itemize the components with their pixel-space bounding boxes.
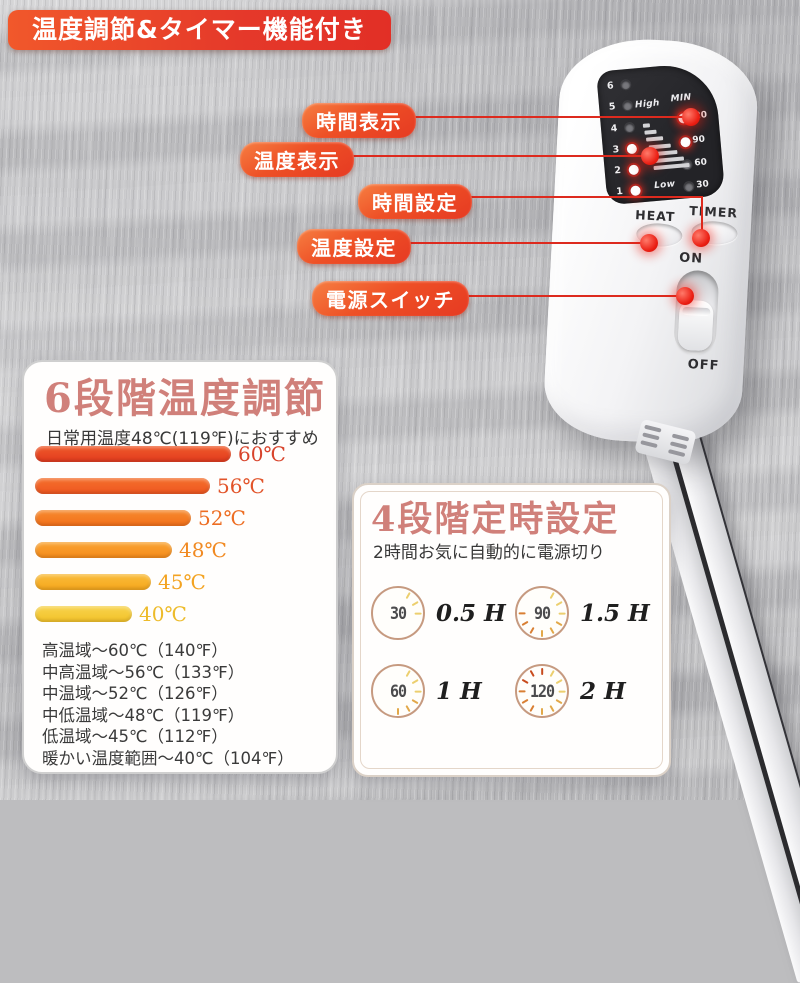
- heat-level-led: [626, 143, 638, 155]
- temp-bar: [35, 510, 191, 526]
- temp-bar: [35, 574, 151, 590]
- temp-bar: [35, 478, 210, 494]
- temp-range-note: 高温域〜60℃（140℉）: [42, 641, 228, 660]
- timer-dial-minutes: 60: [389, 680, 407, 702]
- temp-bar-row: 52℃: [35, 506, 325, 530]
- temp-bar: [35, 606, 132, 622]
- timer-dial-icon: 90: [515, 586, 569, 640]
- timer-mark-number: 90: [691, 134, 706, 146]
- timer-dial-minutes: 90: [533, 602, 551, 624]
- callout-line-temp-display: [347, 155, 647, 157]
- timer-dial-icon: 120: [515, 664, 569, 718]
- dial-tick: [541, 707, 544, 715]
- temp-range-notes: 高温域〜60℃（140℉） 中高温域〜56℃（133℉） 中温域〜52℃（126℉）…: [42, 640, 294, 769]
- dial-tick: [541, 629, 544, 637]
- temperature-levels-card: 6段階温度調節 日常用温度48℃(119℉)におすすめ 60℃ 56℃ 52℃ 48℃…: [22, 360, 338, 774]
- timer-option-hours: 1 H: [436, 677, 482, 705]
- callout-line-time-setting-drop: [701, 196, 703, 238]
- callout-time-setting: 時間設定: [358, 184, 472, 219]
- temp-card-subtitle: 日常用温度48℃(119℉)におすすめ: [46, 429, 319, 449]
- heat-level-number: 4: [610, 123, 618, 135]
- on-label: ON: [678, 250, 704, 267]
- timer-option-hours: 0.5 H: [436, 599, 506, 627]
- heat-level-led: [624, 122, 635, 133]
- timer-button-label: TIMER: [688, 202, 739, 221]
- temp-bar: [35, 446, 231, 462]
- heat-level-led: [630, 185, 641, 197]
- timer-dial-icon: 30: [371, 586, 425, 640]
- temp-bar-label: 40℃: [139, 602, 187, 626]
- timer-dial-minutes: 120: [529, 680, 555, 702]
- temp-bar-label: 48℃: [179, 538, 227, 562]
- dot-temp-display: [641, 147, 659, 165]
- dot-time-display: [682, 108, 700, 126]
- temp-bar-label: 56℃: [217, 474, 265, 498]
- timer-card-title: 4段階定時設定: [371, 499, 620, 540]
- timer-option: 120 2 H: [515, 664, 626, 718]
- temp-bar-row: 56℃: [35, 474, 325, 498]
- timer-option: 30 0.5 H: [371, 586, 506, 640]
- callout-temp-setting: 温度設定: [297, 229, 411, 264]
- dot-power-switch: [676, 287, 694, 305]
- heat-level-number: 5: [608, 101, 616, 113]
- temp-range-note: 低温域〜45℃（112℉）: [42, 727, 228, 746]
- dot-heat-button: [640, 234, 658, 252]
- temp-range-note: 中温域〜52℃（126℉）: [42, 684, 228, 703]
- low-label: Low: [653, 179, 676, 192]
- temp-bar-label: 45℃: [158, 570, 206, 594]
- callout-line-power-switch: [446, 295, 682, 297]
- feature-banner: 温度調節&タイマー機能付き: [8, 10, 391, 50]
- timer-dial-icon: 60: [371, 664, 425, 718]
- timer-mark-number: 60: [693, 157, 708, 169]
- heat-level-led: [622, 100, 633, 111]
- dot-timer-button: [692, 229, 710, 247]
- heat-level-number: 6: [606, 80, 615, 92]
- timer-mark-led: [684, 181, 694, 192]
- min-label: MIN: [670, 92, 692, 105]
- temp-bar-row: 40℃: [35, 602, 325, 626]
- timer-settings-card: 4段階定時設定 2時間お気に自動的に電源切り 30 0.5 H 90 1.5 H 60 1…: [352, 483, 671, 777]
- heat-level-led: [628, 164, 640, 176]
- heat-button-label: HEAT: [634, 207, 676, 225]
- timer-minute-indicators: 120906030: [596, 61, 714, 192]
- temp-bar-row: 48℃: [35, 538, 325, 562]
- callout-line-temp-setting: [407, 242, 647, 244]
- timer-card-subtitle: 2時間お気に自動的に電源切り: [373, 543, 605, 563]
- dial-tick: [397, 707, 400, 715]
- callout-time-display: 時間表示: [302, 103, 416, 138]
- power-switch-knob: [677, 299, 714, 352]
- callout-line-time-setting: [466, 196, 703, 198]
- timer-option: 60 1 H: [371, 664, 482, 718]
- temp-bars: 60℃ 56℃ 52℃ 48℃ 45℃ 40℃: [35, 442, 325, 638]
- temp-range-note: 中低温域〜48℃（119℉）: [42, 705, 245, 725]
- callout-temp-display: 温度表示: [240, 142, 354, 177]
- callout-power-switch: 電源スイッチ: [312, 281, 469, 316]
- timer-option-hours: 1.5 H: [580, 599, 650, 627]
- timer-option: 90 1.5 H: [515, 586, 650, 640]
- heat-level-number: 2: [613, 164, 622, 177]
- temp-bar-label: 60℃: [238, 442, 286, 466]
- temp-bar-row: 60℃: [35, 442, 325, 466]
- off-label: OFF: [687, 357, 720, 374]
- timer-dial-minutes: 30: [389, 602, 407, 624]
- temp-bar-label: 52℃: [198, 506, 246, 530]
- temp-bar: [35, 542, 172, 558]
- heat-level-led: [620, 79, 631, 90]
- temp-range-note: 中高温域〜56℃（133℉）: [42, 662, 245, 682]
- temp-range-note: 暖かい温度範囲〜40℃（104℉）: [42, 748, 294, 768]
- callout-line-time-display: [412, 116, 688, 118]
- temp-card-title: 6段階温度調節: [44, 375, 326, 422]
- timer-option-hours: 2 H: [580, 677, 626, 705]
- high-label: High: [634, 98, 661, 111]
- power-switch-track: [673, 269, 720, 356]
- temp-bar-row: 45℃: [35, 570, 325, 594]
- timer-mark-number: 30: [695, 179, 710, 191]
